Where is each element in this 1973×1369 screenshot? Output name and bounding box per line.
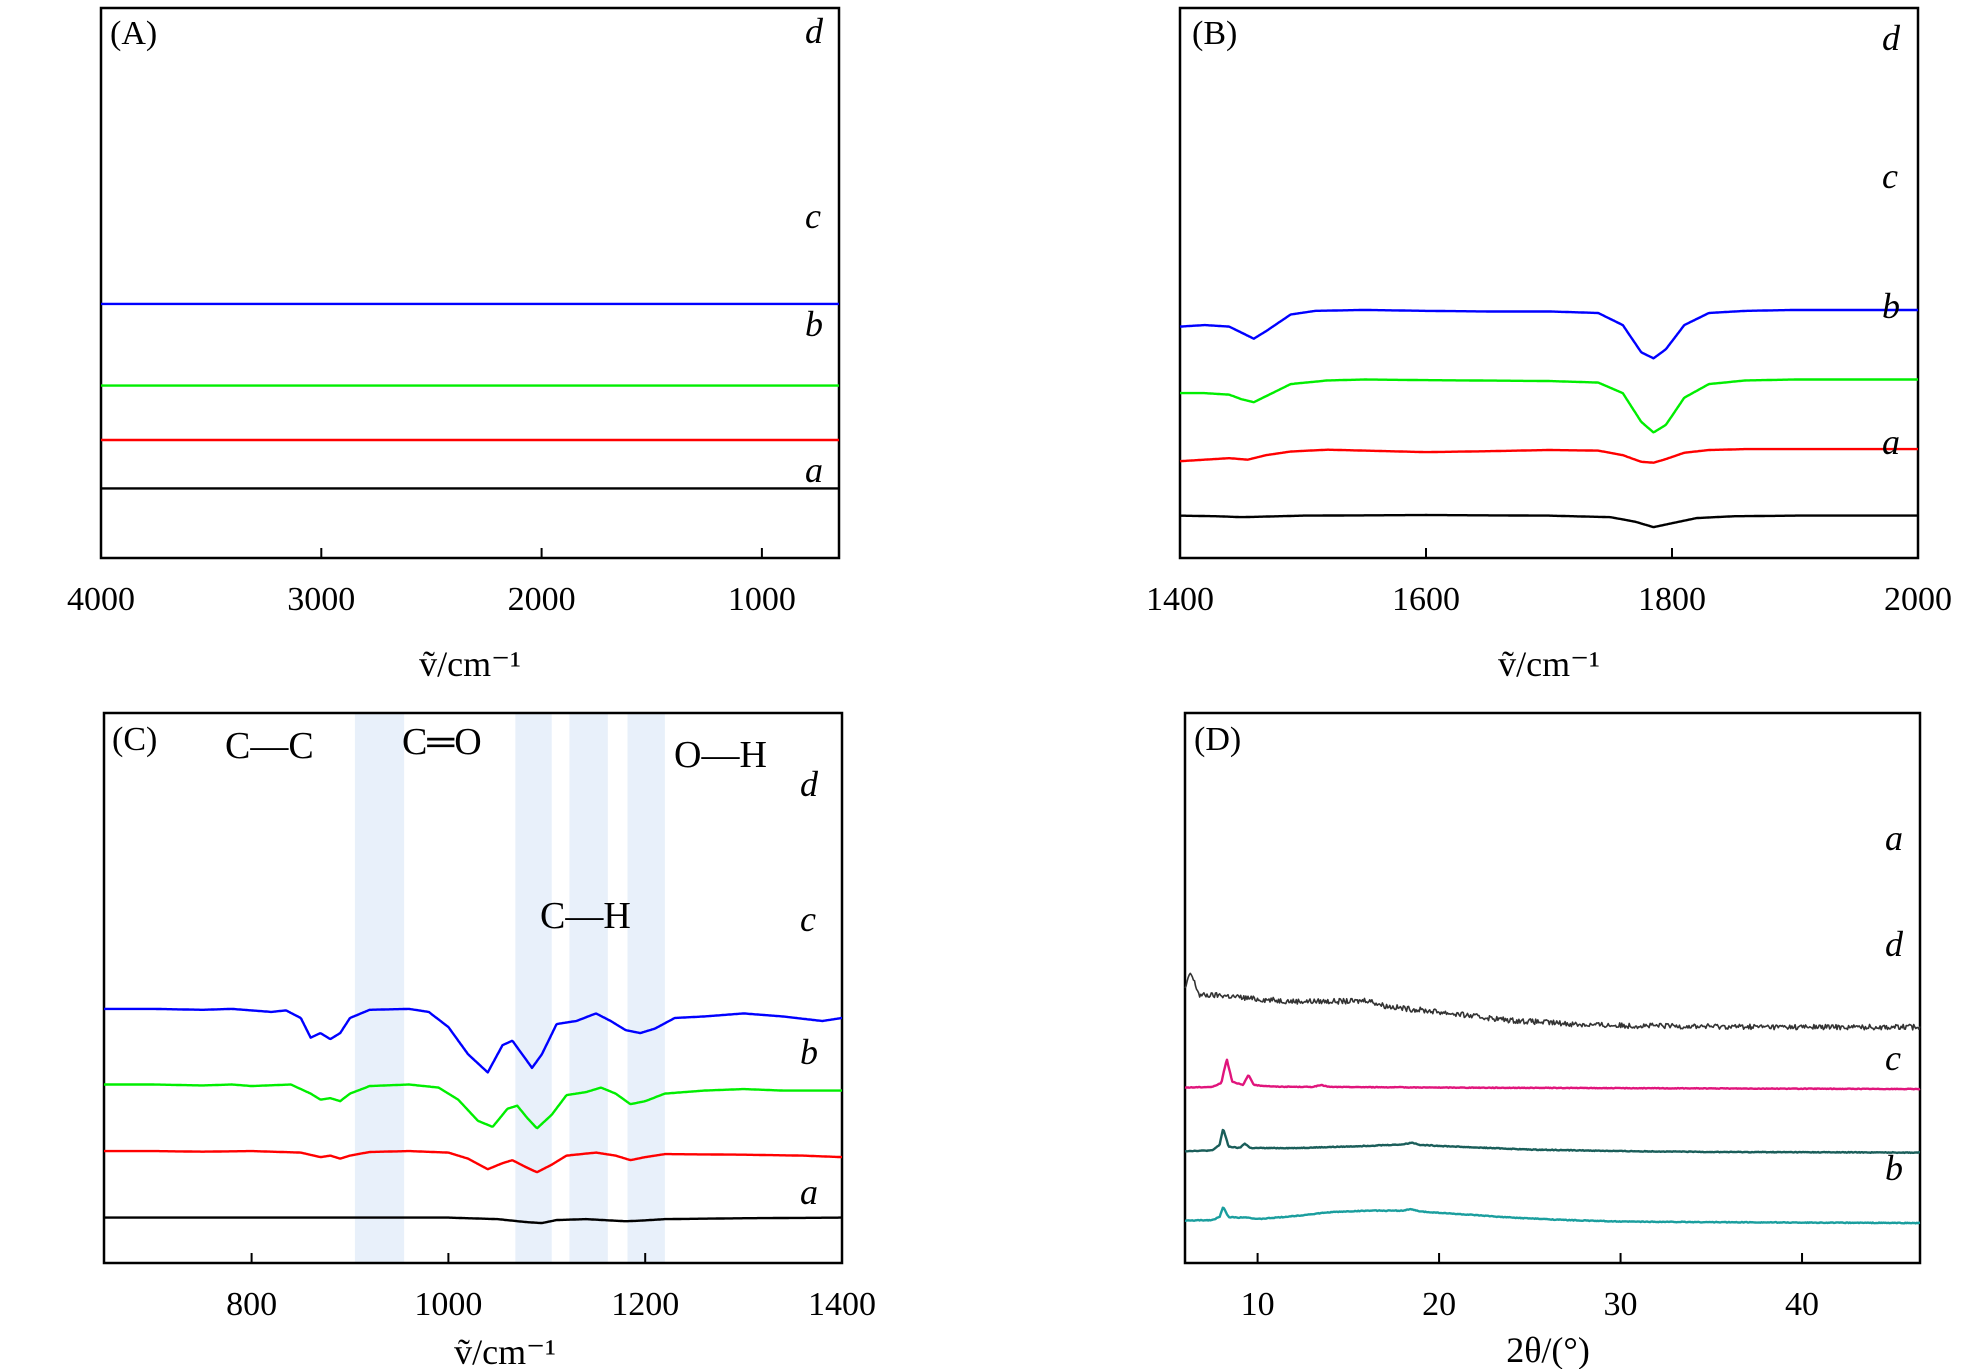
x-tick-label: 4000 xyxy=(67,581,135,618)
panel-a-label-b: b xyxy=(805,304,823,344)
band-label-oh: O—H xyxy=(674,734,767,776)
panel-d-xlabel: 2θ/(°) xyxy=(1506,1330,1590,1369)
x-tick-label: 40 xyxy=(1785,1286,1819,1323)
panel-c-label-d: d xyxy=(800,764,819,804)
x-tick-label: 800 xyxy=(226,1286,277,1323)
panel-d-label-a: a xyxy=(1885,818,1903,858)
x-tick-label: 2000 xyxy=(1884,581,1952,618)
x-tick-label: 3000 xyxy=(287,581,355,618)
panel-c-label-b: b xyxy=(800,1032,818,1072)
x-tick-label: 1200 xyxy=(611,1286,679,1323)
panel-b-xlabel: ṽ/cm⁻¹ xyxy=(1498,644,1600,684)
panel-d-label-b: b xyxy=(1885,1148,1903,1188)
series-line-d xyxy=(1179,308,1919,360)
panel-c-label-c: c xyxy=(800,899,816,939)
panel-b-plot xyxy=(1179,308,1919,529)
series-line-a xyxy=(1184,972,1921,1031)
highlight-band-1 xyxy=(354,713,405,1263)
panel-d-label: (D) xyxy=(1194,721,1241,758)
panel-a-label-d: d xyxy=(805,11,824,51)
panel-a: (A) d c b a 4000 3000 2000 1000 ṽ/cm⁻¹ xyxy=(67,6,841,684)
series-line-c xyxy=(1179,378,1919,434)
x-tick-label: 1600 xyxy=(1392,581,1460,618)
panel-a-xlabel: ṽ/cm⁻¹ xyxy=(419,644,521,684)
panel-d: (D) a d c b 10 20 30 40 2θ/(°) xyxy=(1183,711,1922,1369)
panel-d-frame xyxy=(1183,711,1922,1265)
panel-c-plot xyxy=(103,1007,843,1225)
series-line-d xyxy=(1184,1058,1921,1091)
highlight-band-2 xyxy=(515,713,552,1263)
x-tick-label: 10 xyxy=(1241,1286,1275,1323)
band-label-ch: C—H xyxy=(540,895,631,937)
panel-c-highlight-bands xyxy=(354,713,665,1263)
panel-b-ticks: 1400 1600 1800 2000 xyxy=(1146,548,1952,618)
panel-a-label: (A) xyxy=(110,15,157,52)
series-line-c xyxy=(1184,1128,1921,1155)
panel-b-frame xyxy=(1178,6,1920,560)
highlight-band-3 xyxy=(569,713,608,1263)
panel-c: (C) C—C C═O C—H O—H d c b a 800 1000 1200 1… xyxy=(102,711,876,1369)
panel-b-label-a: a xyxy=(1882,422,1900,462)
panel-c-xlabel: ṽ/cm⁻¹ xyxy=(454,1332,556,1369)
panel-d-label-d: d xyxy=(1885,924,1904,964)
panel-d-label-c: c xyxy=(1885,1038,1901,1078)
x-tick-label: 2000 xyxy=(508,581,576,618)
band-label-co: C═O xyxy=(402,721,482,763)
series-line-a xyxy=(103,1216,843,1225)
series-line-d xyxy=(103,1007,843,1074)
highlight-band-4 xyxy=(627,713,665,1263)
series-line-b xyxy=(1179,447,1919,464)
x-tick-label: 1400 xyxy=(808,1286,876,1323)
panel-a-plot xyxy=(100,302,840,490)
x-tick-label: 1800 xyxy=(1638,581,1706,618)
panel-d-ticks: 10 20 30 40 xyxy=(1241,1253,1819,1323)
panel-b: (B) d c b a 1400 1600 1800 2000 ṽ/cm⁻¹ xyxy=(1146,6,1952,684)
x-tick-label: 30 xyxy=(1604,1286,1638,1323)
series-line-b xyxy=(1184,1206,1921,1225)
series-line-a xyxy=(1179,513,1919,529)
panel-c-frame xyxy=(102,711,844,1265)
x-tick-label: 20 xyxy=(1422,1286,1456,1323)
panel-b-label-b: b xyxy=(1882,286,1900,326)
panel-c-ticks: 800 1000 1200 1400 xyxy=(226,1253,876,1323)
panel-a-frame xyxy=(99,6,841,560)
x-tick-label: 1000 xyxy=(414,1286,482,1323)
x-tick-label: 1000 xyxy=(728,581,796,618)
panel-a-label-c: c xyxy=(805,196,821,236)
band-label-cc: C—C xyxy=(225,725,314,767)
panel-a-label-a: a xyxy=(805,450,823,490)
panel-c-label-a: a xyxy=(800,1172,818,1212)
panel-b-label-d: d xyxy=(1882,18,1901,58)
panel-d-plot xyxy=(1184,972,1921,1225)
series-line-c xyxy=(103,1083,843,1130)
series-line-b xyxy=(103,1149,843,1174)
panel-b-label: (B) xyxy=(1192,15,1237,52)
x-tick-label: 1400 xyxy=(1146,581,1214,618)
panel-b-label-c: c xyxy=(1882,156,1898,196)
panel-a-ticks: 4000 3000 2000 1000 xyxy=(67,548,796,618)
panel-c-label: (C) xyxy=(112,721,157,758)
